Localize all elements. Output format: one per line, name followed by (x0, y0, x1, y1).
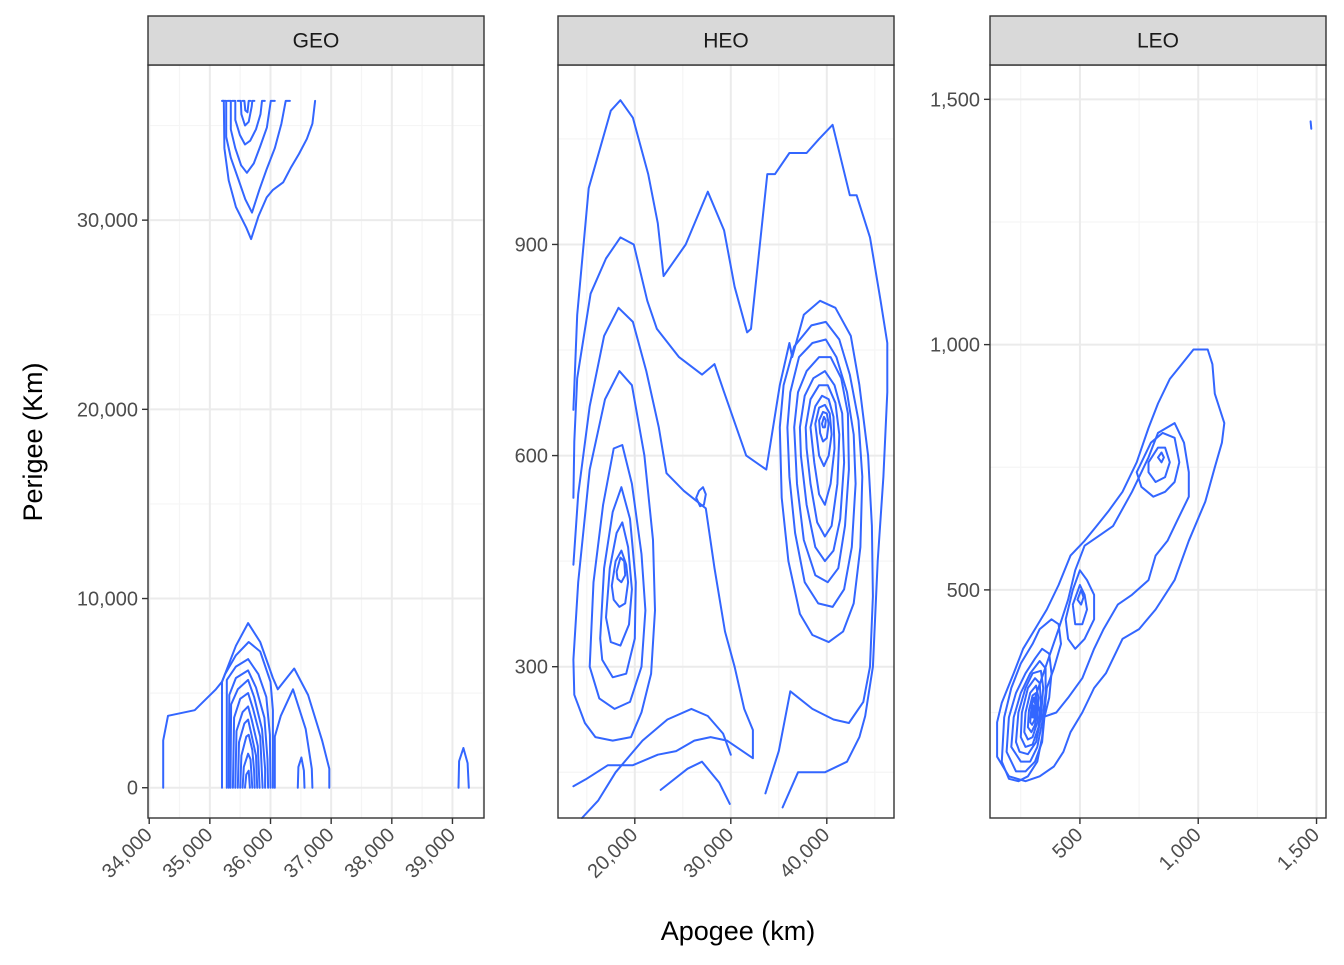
y-axis-title: Perigee (Km) (18, 362, 48, 521)
y-tick-label: 1,000 (930, 335, 980, 357)
contour-line (241, 752, 254, 789)
contour-line (1076, 588, 1085, 606)
y-tick-label: 1,500 (930, 89, 980, 111)
contour-line (1019, 677, 1042, 748)
contour-line (221, 99, 291, 214)
facet-strip-label-heo: HEO (703, 30, 749, 53)
contour-line (814, 403, 833, 468)
contour-line (227, 669, 270, 789)
contour-line (821, 415, 827, 429)
x-tick-label: 35,000 (159, 824, 218, 883)
y-tick-label: 300 (515, 657, 548, 679)
facet-strip (147, 15, 485, 66)
panel-background (148, 65, 484, 818)
contour-line (1000, 618, 1062, 783)
y-tick-label: 30,000 (77, 210, 138, 232)
contour-line (226, 99, 276, 174)
contour-line (236, 99, 256, 127)
panel-heo: HEO 300 600 900 20,000 30,000 40,000 (515, 15, 895, 883)
x-tick-label: 500 (1048, 824, 1087, 863)
contour-line (1010, 660, 1047, 763)
x-tick-label: 34,000 (98, 824, 157, 883)
contour-line (793, 356, 850, 584)
contour-line (457, 747, 470, 789)
contour-line (809, 394, 836, 506)
contour-line (798, 370, 846, 563)
x-tick-label: 1,500 (1273, 824, 1324, 875)
contour-line (1135, 431, 1181, 498)
contour-line (572, 370, 656, 742)
panel-leo: LEO 500 1,000 1,500 500 1,000 1,500 (930, 15, 1327, 875)
contour-line (778, 320, 864, 644)
contour-line (239, 733, 256, 789)
contour-line (1031, 704, 1036, 719)
x-tick-label: 30,000 (680, 824, 739, 883)
contour-line (1026, 691, 1038, 734)
contour-line (1034, 422, 1190, 719)
contour-line (236, 718, 259, 789)
x-tick-label: 38,000 (341, 824, 400, 883)
contour-line (1015, 669, 1045, 756)
contour-line (996, 348, 1226, 783)
contour-line (615, 556, 627, 584)
y-tick-label: 500 (947, 580, 980, 602)
facet-strip-label-geo: GEO (293, 30, 340, 53)
x-tick-label: 37,000 (280, 824, 339, 883)
contour-line (1023, 684, 1040, 741)
contour-line (231, 99, 266, 146)
panel-geo: GEO 0 10,000 20,000 30,000 34,000 35,000 36,000… (77, 15, 485, 883)
contour-line (588, 444, 647, 710)
contour-line (221, 641, 274, 789)
x-tick-label: 36,000 (219, 824, 278, 883)
contour-line (1005, 647, 1053, 773)
contour-line (605, 521, 633, 647)
contour-line (1147, 446, 1171, 483)
contour-line (610, 549, 630, 608)
contour-line (1064, 569, 1096, 650)
contour-line (225, 658, 272, 789)
y-tick-label: 20,000 (77, 399, 138, 421)
x-tick-label: 20,000 (584, 824, 643, 883)
contour-line (572, 99, 889, 809)
contour-line (1071, 584, 1088, 626)
facet-strip (557, 15, 895, 66)
contour-line (572, 236, 874, 795)
contour-line (229, 678, 267, 789)
x-tick-label: 40,000 (776, 824, 835, 883)
y-tick-label: 600 (515, 446, 548, 468)
contour-line (1157, 451, 1165, 464)
contour-line (273, 688, 314, 789)
contour-line (581, 707, 732, 819)
facet-strip (989, 15, 1327, 66)
contour-line (572, 306, 754, 788)
contour-line (818, 410, 830, 443)
contour-line (599, 486, 637, 679)
contour-line (244, 769, 251, 789)
contour-line (659, 760, 731, 805)
contour-line (234, 705, 261, 789)
contour-line (162, 622, 331, 789)
contour-line (221, 99, 317, 241)
contour-line (231, 692, 264, 789)
y-tick-label: 900 (515, 234, 548, 256)
y-tick-label: 0 (127, 778, 138, 800)
facet-strip-label-leo: LEO (1137, 30, 1179, 53)
panel-background (558, 65, 894, 818)
contour-line (1029, 696, 1037, 726)
x-axis-title: Apogee (km) (661, 916, 816, 946)
contour-line (804, 384, 841, 538)
contour-line (1309, 120, 1313, 130)
x-tick-label: 1,000 (1155, 824, 1206, 875)
contour-line (296, 756, 306, 789)
y-tick-label: 10,000 (77, 589, 138, 611)
contour-line (695, 486, 707, 508)
contour-line (786, 338, 857, 608)
x-tick-label: 39,000 (401, 824, 460, 883)
contour-line (241, 99, 252, 114)
